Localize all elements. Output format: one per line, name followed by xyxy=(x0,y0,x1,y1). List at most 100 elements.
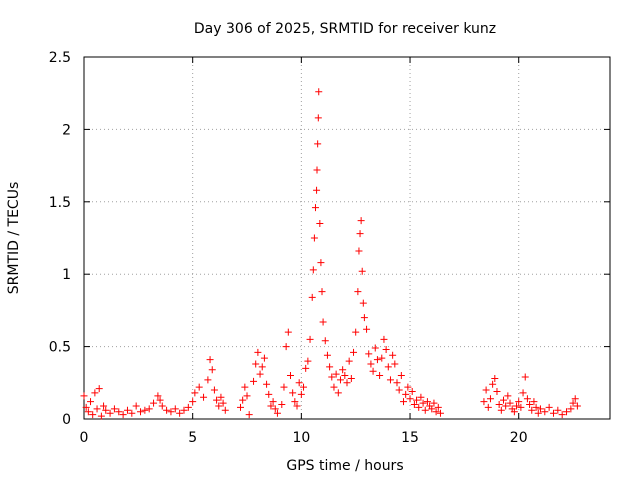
data-point xyxy=(573,402,581,410)
data-point xyxy=(528,406,536,414)
data-point xyxy=(241,383,249,391)
data-point xyxy=(350,348,358,356)
data-point xyxy=(330,383,338,391)
chart-title: Day 306 of 2025, SRMTID for receiver kun… xyxy=(194,21,496,37)
x-tick-label: 15 xyxy=(401,430,419,446)
data-point xyxy=(495,401,503,409)
data-point xyxy=(341,372,349,380)
data-point xyxy=(300,383,308,391)
data-point xyxy=(210,386,218,394)
y-tick-label: 1 xyxy=(62,267,71,283)
data-point xyxy=(391,360,399,368)
plot-frame xyxy=(83,56,611,420)
data-point xyxy=(526,401,534,409)
data-point xyxy=(549,409,557,417)
y-tick-label: 1.5 xyxy=(49,195,71,211)
data-point xyxy=(295,379,303,387)
data-point xyxy=(334,389,342,397)
data-point xyxy=(313,166,321,174)
data-point xyxy=(510,408,518,416)
data-point xyxy=(563,408,571,416)
data-point xyxy=(521,373,529,381)
data-point xyxy=(400,398,408,406)
data-point xyxy=(145,405,153,413)
data-point xyxy=(534,409,542,417)
data-point xyxy=(319,318,327,326)
data-point xyxy=(502,402,510,410)
data-point xyxy=(328,373,336,381)
data-point xyxy=(317,259,325,267)
data-point xyxy=(386,376,394,384)
data-point xyxy=(200,393,208,401)
data-point xyxy=(363,325,371,333)
data-point xyxy=(97,412,105,420)
data-point xyxy=(154,392,162,400)
data-point xyxy=(428,405,436,413)
data-point xyxy=(106,409,114,417)
data-point xyxy=(314,114,322,122)
data-points xyxy=(80,88,581,420)
data-point xyxy=(393,379,401,387)
grid xyxy=(84,57,610,419)
data-point xyxy=(278,401,286,409)
data-point xyxy=(332,370,340,378)
x-axis-label: GPS time / hours xyxy=(286,458,403,474)
data-point xyxy=(180,406,188,414)
data-point xyxy=(355,247,363,255)
data-point xyxy=(269,398,277,406)
data-point xyxy=(318,288,326,296)
data-point xyxy=(95,385,103,393)
data-point xyxy=(419,399,427,407)
y-tick-label: 0 xyxy=(62,412,71,428)
data-point xyxy=(284,328,292,336)
data-point xyxy=(484,403,492,411)
data-point xyxy=(410,401,418,409)
data-point xyxy=(434,403,442,411)
data-point xyxy=(150,399,158,407)
data-point xyxy=(217,393,225,401)
data-point xyxy=(315,88,323,96)
data-point xyxy=(406,395,414,403)
data-point xyxy=(536,405,544,413)
data-point xyxy=(504,392,512,400)
data-point xyxy=(100,402,108,410)
data-point xyxy=(491,374,499,382)
data-point xyxy=(354,288,362,296)
data-point xyxy=(432,408,440,416)
data-point xyxy=(376,372,384,380)
data-point xyxy=(256,370,264,378)
data-point xyxy=(93,405,101,413)
x-tick-label: 0 xyxy=(80,430,89,446)
data-point xyxy=(123,406,131,414)
data-point xyxy=(517,403,525,411)
data-point xyxy=(156,396,164,404)
data-point xyxy=(110,405,118,413)
data-point xyxy=(532,403,540,411)
data-point xyxy=(389,351,397,359)
data-point xyxy=(236,403,244,411)
data-point xyxy=(347,374,355,382)
data-point xyxy=(306,335,314,343)
data-point xyxy=(87,398,95,406)
data-point xyxy=(316,220,324,228)
data-point xyxy=(369,367,377,375)
data-point xyxy=(313,186,321,194)
data-point xyxy=(250,377,258,385)
data-point xyxy=(519,389,527,397)
data-point xyxy=(569,399,577,407)
data-point xyxy=(436,409,444,417)
data-point xyxy=(408,387,416,395)
data-point xyxy=(158,402,166,410)
data-point xyxy=(308,293,316,301)
y-tick-label: 0.5 xyxy=(49,340,71,356)
data-point xyxy=(141,406,149,414)
data-point xyxy=(336,376,344,384)
axis-tick-labels: 0 5 10 15 20 0 0.5 1 1.5 2 2.5 xyxy=(49,50,528,446)
data-point xyxy=(286,372,294,380)
data-point xyxy=(378,354,386,362)
data-point xyxy=(530,398,538,406)
data-point xyxy=(358,267,366,275)
data-point xyxy=(163,406,171,414)
